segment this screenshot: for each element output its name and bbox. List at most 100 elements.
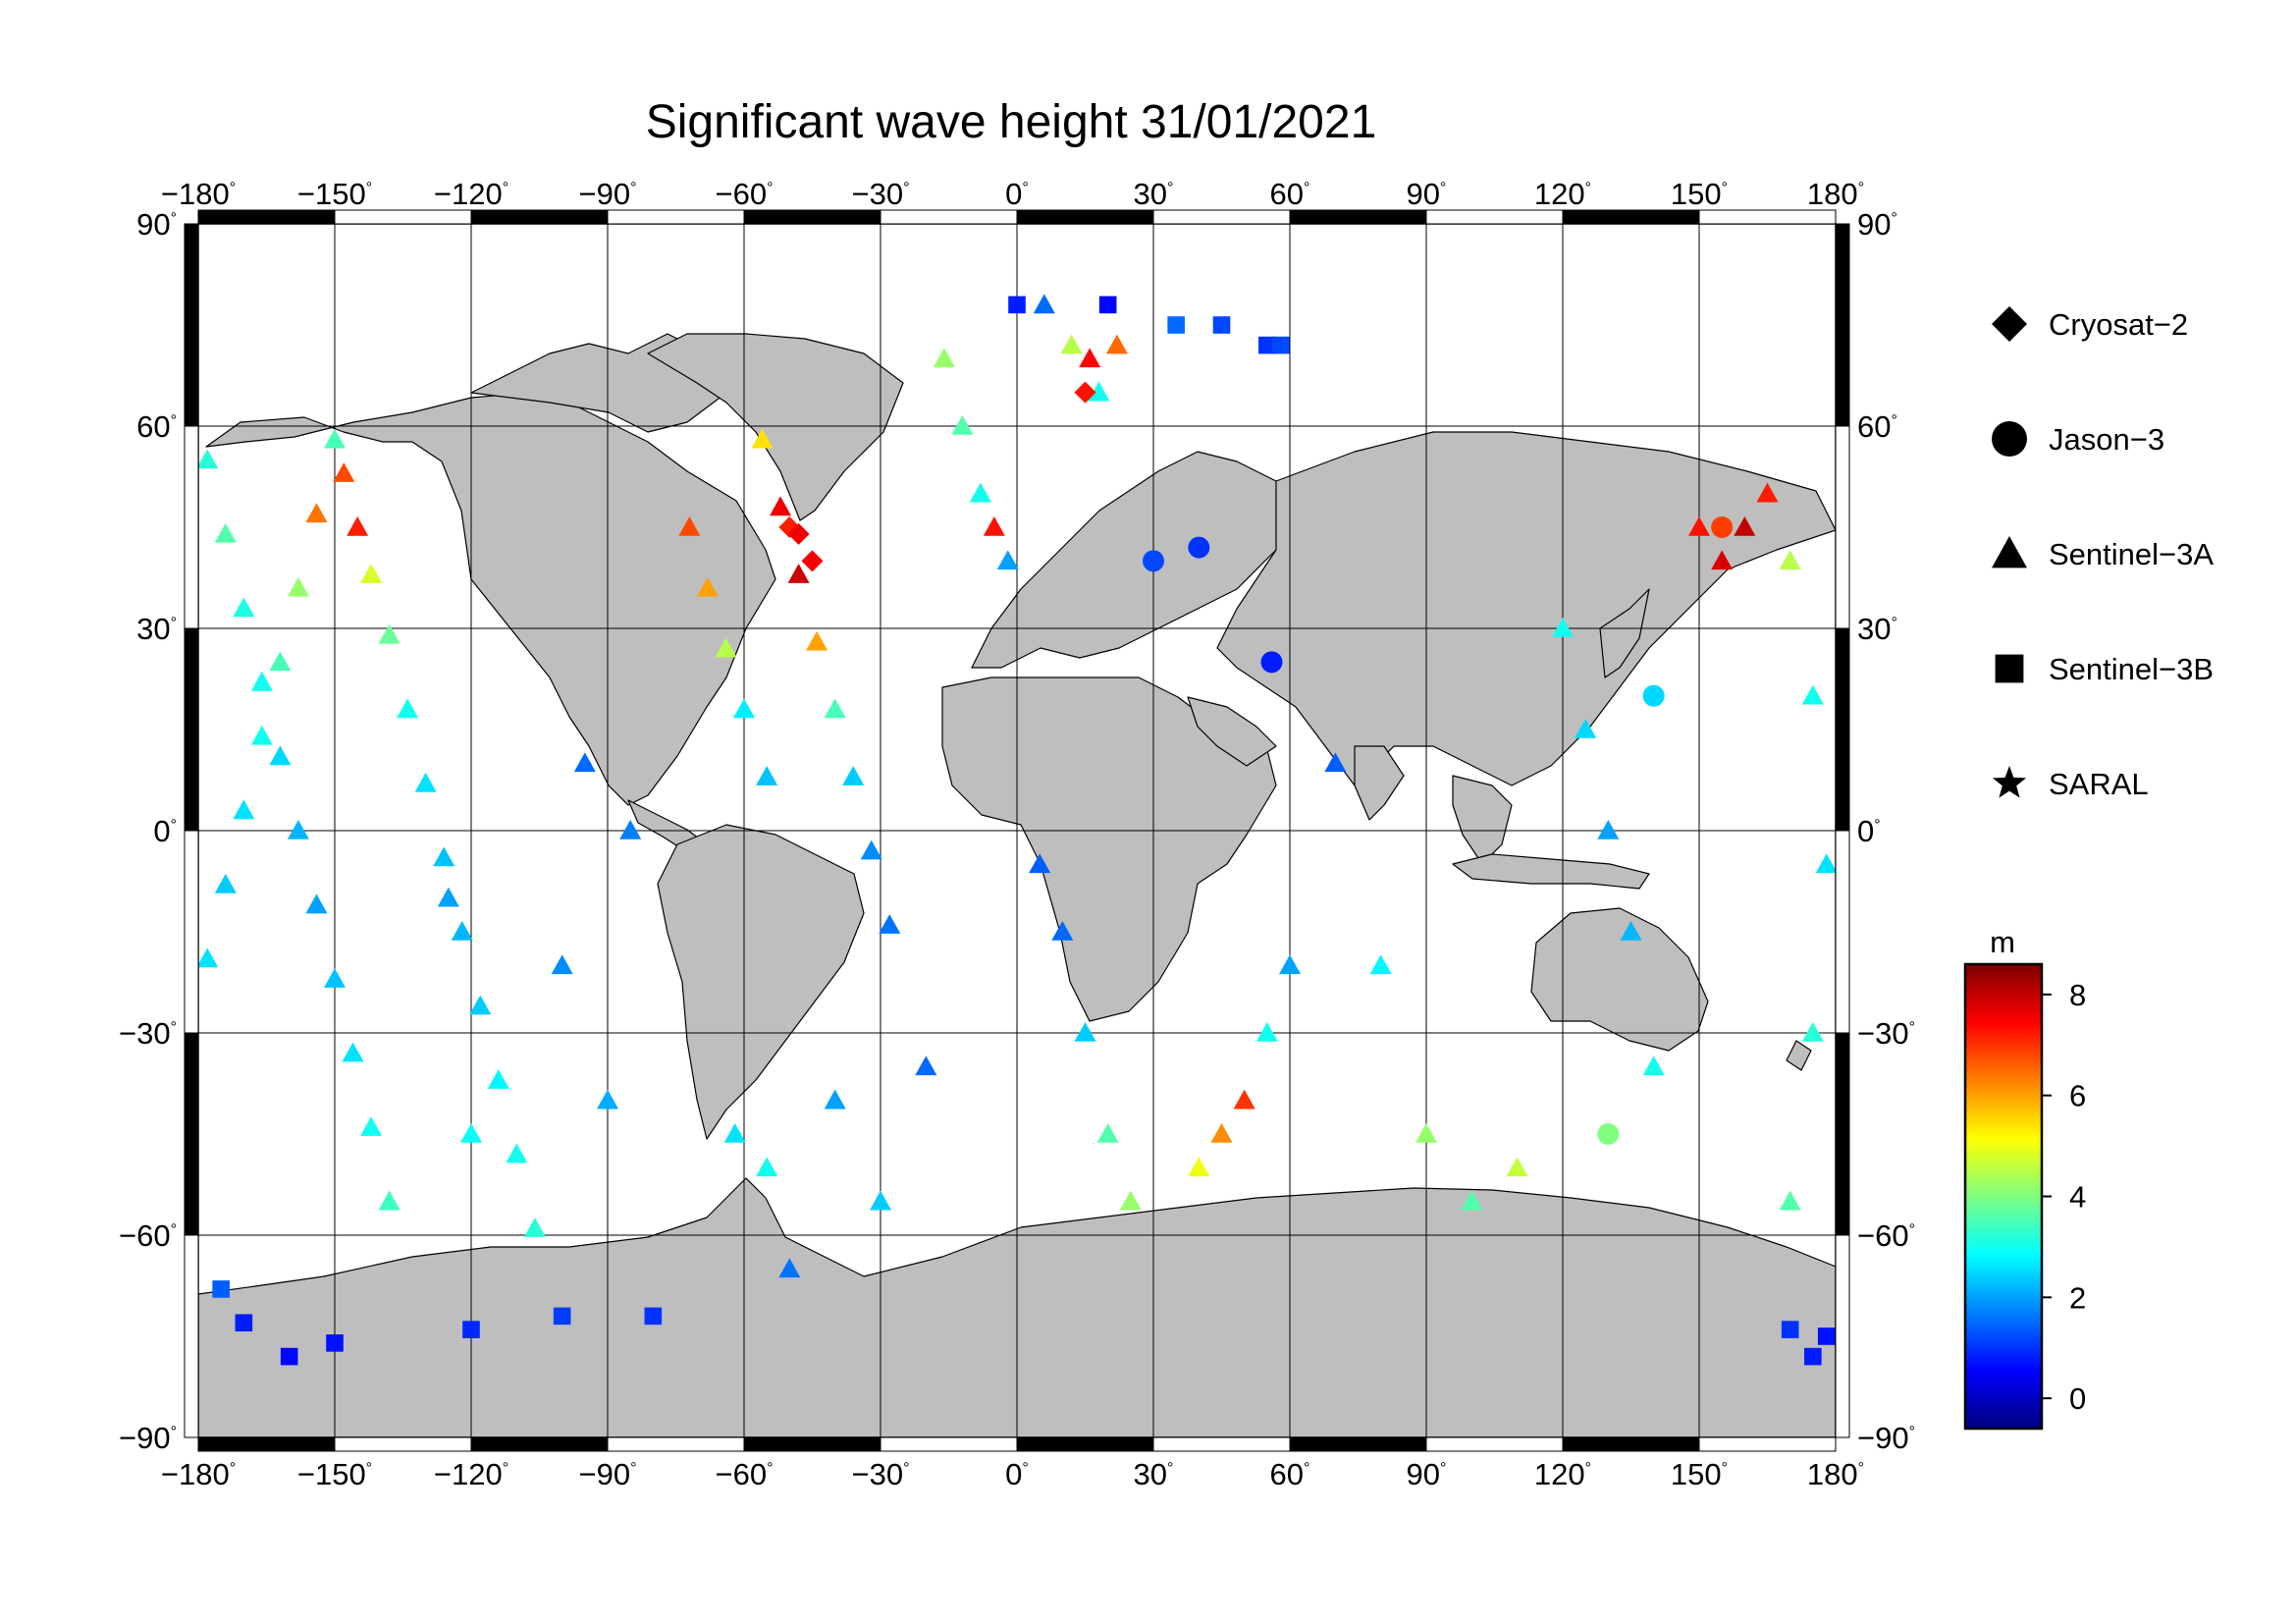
data-point-triangle xyxy=(1079,348,1101,368)
data-point-square xyxy=(1271,336,1290,354)
lon-tick-label-top: −60° xyxy=(716,177,774,211)
map-title: Significant wave height 31/01/2021 xyxy=(646,96,1377,148)
data-point-triangle xyxy=(1506,1157,1528,1177)
data-point-triangle xyxy=(214,522,237,543)
triangle-icon xyxy=(1992,536,2027,568)
lon-tick-label-bottom: −90° xyxy=(579,1457,637,1491)
data-point-triangle xyxy=(787,564,810,583)
data-point-triangle xyxy=(269,651,292,672)
legend-label: Jason−3 xyxy=(2049,422,2164,457)
legend-label: Sentinel−3B xyxy=(2049,652,2214,686)
lon-tick-label-bottom: 90° xyxy=(1407,1457,1447,1491)
data-point-triangle xyxy=(269,745,292,766)
data-point-triangle xyxy=(1801,684,1824,705)
data-point-triangle xyxy=(1233,1089,1255,1109)
data-point-triangle xyxy=(342,1042,364,1062)
data-point-circle xyxy=(1188,536,1210,559)
data-point-circle xyxy=(1260,651,1283,674)
data-point-triangle xyxy=(378,1190,400,1211)
data-point-triangle xyxy=(333,462,355,482)
data-point-triangle xyxy=(1060,334,1083,354)
data-point-triangle xyxy=(756,766,778,785)
data-point-triangle xyxy=(1188,1157,1210,1177)
data-point-triangle xyxy=(1801,1022,1824,1042)
data-point-triangle xyxy=(1815,853,1836,874)
lon-tick-label-bottom: −60° xyxy=(716,1457,774,1491)
data-point-triangle xyxy=(1597,820,1620,839)
new-zealand xyxy=(1786,1040,1812,1071)
data-point-triangle xyxy=(879,914,901,934)
data-point-triangle xyxy=(437,887,459,907)
frame-segment-bottom xyxy=(1698,1436,1837,1452)
frame-segment-left xyxy=(184,1234,199,1438)
data-point-triangle xyxy=(287,820,309,839)
data-point-triangle xyxy=(451,921,473,941)
lat-tick-label-left: 30° xyxy=(136,612,177,646)
satellite-legend: Cryosat−2 Jason−3 Sentinel−3A Sentinel−3B SA… xyxy=(1992,306,2214,801)
data-point-triangle xyxy=(1033,294,1055,314)
australia xyxy=(1530,907,1709,1052)
data-point-triangle xyxy=(287,576,309,597)
data-point-triangle xyxy=(951,415,974,435)
frame-segment-top xyxy=(880,209,1018,225)
data-point-square xyxy=(1098,296,1117,314)
colorbar-tick-label: 6 xyxy=(2069,1079,2086,1113)
data-point-triangle xyxy=(250,671,273,691)
data-point-triangle xyxy=(1461,1190,1483,1211)
lon-tick-label-top: −90° xyxy=(579,177,637,211)
south-america xyxy=(657,824,865,1140)
data-point-triangle xyxy=(806,630,828,651)
arabia xyxy=(1187,696,1277,767)
data-point-triangle xyxy=(969,482,991,503)
data-point-triangle xyxy=(1279,954,1301,975)
data-point-triangle xyxy=(305,503,328,523)
wave-height-points xyxy=(198,294,1836,1366)
frame-segment-left xyxy=(184,627,199,832)
lat-tick-label-left: −90° xyxy=(119,1421,177,1455)
data-point-triangle xyxy=(1756,482,1779,503)
frame-segment-right xyxy=(1835,1032,1850,1236)
data-point-triangle xyxy=(870,1190,891,1211)
data-point-triangle xyxy=(723,1123,746,1143)
data-point-triangle xyxy=(233,799,255,820)
data-point-triangle xyxy=(824,1089,846,1109)
lat-tick-label-right: 0° xyxy=(1857,814,1881,848)
data-point-triangle xyxy=(198,947,219,968)
japan xyxy=(1599,588,1650,678)
india xyxy=(1354,745,1405,821)
lon-tick-label-top: 150° xyxy=(1671,177,1728,211)
data-point-triangle xyxy=(1642,1055,1665,1076)
lon-tick-label-bottom: 180° xyxy=(1807,1457,1864,1491)
frame-segment-bottom xyxy=(1289,1436,1427,1452)
data-point-triangle xyxy=(1575,719,1597,738)
frame-segment-bottom xyxy=(743,1436,881,1452)
frame-segment-bottom xyxy=(1016,1436,1154,1452)
data-point-triangle xyxy=(1119,1190,1142,1211)
data-point-triangle xyxy=(487,1069,509,1089)
colorbar-gradient xyxy=(1963,962,2044,1431)
frame-segment-bottom xyxy=(470,1436,609,1452)
data-point-square xyxy=(1804,1347,1822,1366)
data-point-triangle xyxy=(506,1143,528,1163)
lon-tick-label-bottom: −120° xyxy=(434,1457,508,1491)
africa xyxy=(941,676,1277,1022)
lat-tick-label-left: −30° xyxy=(119,1016,177,1051)
lon-tick-label-top: −180° xyxy=(161,177,236,211)
frame-segment-top xyxy=(197,209,336,225)
lon-tick-label-top: 180° xyxy=(1807,177,1864,211)
frame-segment-top xyxy=(607,209,745,225)
data-point-triangle xyxy=(1734,516,1756,536)
lat-tick-label-left: −60° xyxy=(119,1218,177,1253)
circle-icon xyxy=(1992,421,2027,457)
data-point-triangle xyxy=(573,752,596,773)
data-point-triangle xyxy=(1415,1123,1437,1143)
asia xyxy=(1216,431,1836,786)
frame-segment-left xyxy=(184,830,199,1034)
data-point-triangle xyxy=(1711,550,1734,570)
frame-segment-right xyxy=(1835,223,1850,427)
data-point-square xyxy=(1258,336,1276,354)
data-point-square xyxy=(462,1321,480,1338)
frame-segment-left xyxy=(184,425,199,629)
frame-segment-right xyxy=(1835,1234,1850,1438)
data-point-triangle xyxy=(597,1089,618,1109)
